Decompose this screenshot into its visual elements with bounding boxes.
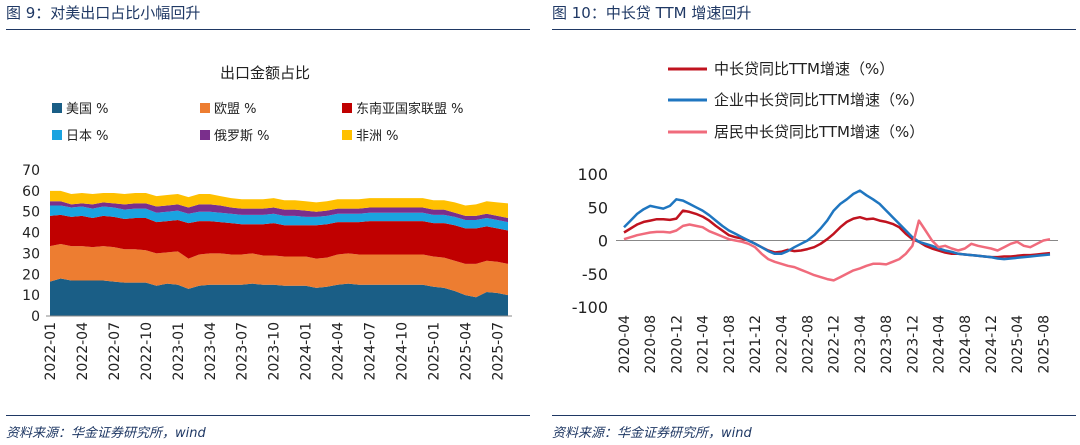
x-tick-label: 2022-04: [774, 315, 790, 374]
line-series: [623, 219, 1051, 282]
x-tick-label: 2025-01: [426, 322, 442, 381]
x-tick-label: 2023-12: [905, 315, 921, 374]
y-tick-label: 60: [22, 184, 40, 200]
chart-title: 出口金额占比: [220, 64, 310, 82]
y-tick-label: 50: [22, 205, 40, 221]
mid-long-loan-chart: 中长贷同比TTM增速（%） 企业中长贷同比TTM增速（%） 居民中长贷同比TTM增速…: [572, 60, 1058, 374]
x-tick-label: 2025-08: [1036, 315, 1052, 374]
y-tick-label: 20: [22, 267, 40, 283]
left-panel-source: 资料来源：华金证券研究所，wind: [6, 426, 206, 441]
right-source-rule: [552, 415, 1076, 416]
x-tick-label: 2020-12: [669, 315, 685, 374]
x-tick-label: 2022-12: [827, 315, 843, 374]
y-tick-label: 100: [577, 165, 608, 184]
x-tick-label: 2024-01: [299, 322, 315, 381]
legend-label: 俄罗斯 %: [214, 129, 270, 144]
area-series: [50, 278, 508, 316]
x-tick-label: 2020-08: [643, 315, 659, 374]
y-tick-label: -50: [582, 265, 608, 284]
x-tick-label: 2023-01: [171, 322, 187, 381]
x-tick-label: 2023-07: [235, 322, 251, 381]
x-tick-label: 2024-04: [932, 315, 948, 374]
x-tick-label: 2022-08: [801, 315, 817, 374]
y-tick-label: 50: [588, 198, 608, 217]
y-tick-label: 70: [22, 163, 40, 179]
area-series: [50, 244, 508, 298]
y-tick-label: 40: [22, 226, 40, 242]
y-tick-label: -100: [572, 298, 608, 317]
x-tick-label: 2023-04: [853, 315, 869, 374]
right-panel-source: 资料来源：华金证券研究所，wind: [552, 426, 752, 441]
y-tick-label: 10: [22, 288, 40, 304]
legend-swatch: [342, 103, 352, 113]
y-tick-label: 30: [22, 246, 40, 262]
area-series: [50, 190, 508, 218]
x-tick-label: 2021-12: [748, 315, 764, 374]
legend-label: 居民中长贷同比TTM增速（%）: [714, 123, 924, 141]
x-tick-label: 2023-04: [203, 322, 219, 381]
x-tick-label: 2025-04: [1010, 315, 1026, 374]
legend-swatch: [200, 103, 210, 113]
x-tick-label: 2023-10: [267, 322, 283, 381]
x-tick-label: 2024-12: [984, 315, 1000, 374]
line-series: [623, 209, 1051, 259]
legend-swatch: [52, 130, 62, 140]
legend-label: 欧盟 %: [214, 102, 257, 117]
x-tick-label: 2025-04: [458, 322, 474, 381]
legend-swatch: [52, 103, 62, 113]
x-tick-label: 2021-04: [696, 315, 712, 374]
left-source-rule: [6, 415, 530, 416]
x-tick-label: 2025-07: [490, 322, 506, 381]
x-tick-label: 2023-08: [879, 315, 895, 374]
legend-label: 中长贷同比TTM增速（%）: [714, 60, 894, 78]
left-panel-header: 图 9：对美出口占比小幅回升: [6, 4, 201, 22]
x-tick-label: 2022-07: [107, 322, 123, 381]
right-panel-header: 图 10：中长贷 TTM 增速回升: [552, 4, 752, 22]
x-tick-label: 2022-04: [75, 322, 91, 381]
x-tick-label: 2020-04: [617, 315, 633, 374]
line-series: [623, 189, 1051, 261]
x-tick-label: 2022-10: [139, 322, 155, 381]
legend-label: 美国 %: [66, 102, 109, 117]
x-tick-label: 2024-10: [394, 322, 410, 381]
x-tick-label: 2024-07: [363, 322, 379, 381]
legend-label: 日本 %: [66, 129, 109, 144]
x-tick-label: 2024-04: [331, 322, 347, 381]
y-tick-label: 0: [598, 232, 608, 251]
legend-label: 东南亚国家联盟 %: [356, 101, 464, 117]
legend-label: 企业中长贷同比TTM增速（%）: [714, 91, 924, 109]
legend-swatch: [342, 130, 352, 140]
area-series: [50, 201, 508, 223]
x-tick-label: 2024-08: [958, 315, 974, 374]
right-header-rule: [552, 29, 1076, 30]
left-header-rule: [6, 29, 530, 30]
x-tick-label: 2022-01: [43, 322, 59, 381]
area-series: [50, 214, 508, 264]
y-tick-label: 0: [31, 309, 40, 325]
legend-swatch: [200, 130, 210, 140]
legend-label: 非洲 %: [356, 129, 399, 144]
x-tick-label: 2021-08: [722, 315, 738, 374]
area-series: [50, 205, 508, 231]
